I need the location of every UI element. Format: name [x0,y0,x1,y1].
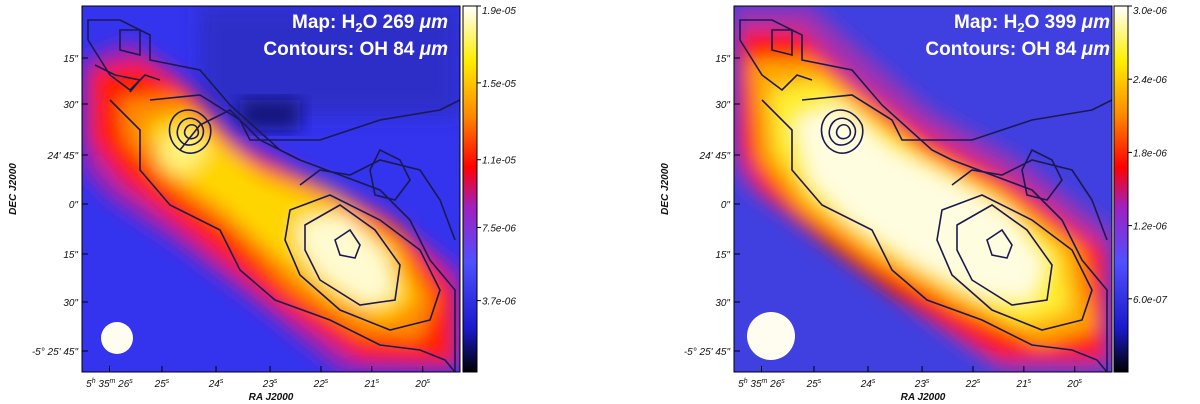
left-panel: Map: H2O 269 μm Contours: OH 84 μm 1.9e-… [8,5,516,403]
ra-tick-label: 5h 35m 26s [738,378,785,390]
colorbar-ticks: 1.9e-05 1.5e-05 1.1e-05 7.5e-06 3.7e-06 [477,5,516,308]
map-label: Map: H2O 269 μm [292,12,448,35]
dec-tick-label: 0" [721,200,731,211]
contours-label: Contours: OH 84 μm [263,39,448,60]
map-frame [733,5,1113,373]
x-axis-title: RA J2000 [901,392,946,403]
dec-tick-labels: 15" 30" 24' 45" 0" 15" 30" -5° 25' 45" [32,54,88,358]
dec-tick-label: 15" [715,54,730,65]
dec-tick-labels: 15" 30" 24' 45" 0" 15" 30" -5° 25' 45" [684,54,740,358]
left-figure: Map: H2O 269 μm Contours: OH 84 μm 1.9e-… [8,5,516,403]
dec-tick-label: -5° 25' 45" [684,347,731,358]
ra-tick-labels: 5h 35m 26s 25s 24s 23s 22s 21s 20s [738,366,1083,390]
contour-lines [739,19,1112,372]
dec-tick-label: 24' 45" [699,151,731,162]
right-panel: Map: H2O 399 μm Contours: OH 84 μm 3.0e-… [600,0,1200,404]
dec-tick-label: -5° 25' 45" [32,347,79,358]
beam-size-marker [101,322,133,354]
beam-size-marker [747,312,795,360]
ra-tick-label: 24s [860,378,876,390]
colorbar-tick-label: 3.7e-06 [482,297,516,308]
dec-tick-label: 15" [63,54,78,65]
ra-tick-label: 21s [1016,378,1032,390]
colorbar-tick-label: 3.0e-06 [1133,6,1167,17]
dec-tick-label: 24' 45" [47,151,79,162]
colorbar [462,5,478,373]
colorbar-tick-label: 1.1e-05 [482,156,516,167]
intensity-map [82,6,460,372]
ra-tick-label: 20s [414,378,430,390]
dec-tick-label: 30" [63,298,78,309]
ra-tick-label: 25s [154,378,170,390]
ra-tick-labels: 5h 35m 26s 25s 24s 23s 22s 21s 20s [86,366,431,390]
ra-tick-label: 24s [208,378,224,390]
contours-label: Contours: OH 84 μm [925,39,1110,60]
colorbar-tick-label: 6.0e-07 [1133,295,1167,306]
dec-tick-label: 15" [715,250,730,261]
ra-tick-label: 22s [965,378,981,390]
dec-tick-label: 30" [63,100,78,111]
colorbar-tick-label: 2.4e-06 [1132,75,1167,86]
dec-tick-label: 30" [715,100,730,111]
colorbar [1113,5,1129,373]
right-figure: Map: H2O 399 μm Contours: OH 84 μm 3.0e-… [660,5,1167,403]
colorbar-tick-label: 1.8e-06 [1133,148,1167,159]
ra-tick-label: 20s [1066,378,1082,390]
colorbar-tick-label: 7.5e-06 [482,223,516,234]
ra-tick-label: 22s [313,378,329,390]
colorbar-tick-label: 1.9e-05 [482,6,516,17]
x-axis-title: RA J2000 [249,392,294,403]
dec-tick-label: 30" [715,298,730,309]
dec-tick-label: 15" [63,250,78,261]
ra-tick-label: 5h 35m 26s [86,378,133,390]
ra-tick-label: 23s [914,378,930,390]
colorbar-tick-label: 1.2e-06 [1133,222,1167,233]
y-axis-title: DEC J2000 [8,163,19,215]
ra-tick-label: 23s [262,378,278,390]
intensity-map [734,6,1112,372]
dec-tick-label: 0" [69,200,79,211]
colorbar-ticks: 3.0e-06 2.4e-06 1.8e-06 1.2e-06 6.0e-07 [1128,5,1167,306]
y-axis-title: DEC J2000 [660,163,671,215]
contour-lines [87,19,460,372]
colorbar-tick-label: 1.5e-05 [482,79,516,90]
ra-tick-label: 21s [364,378,380,390]
map-label: Map: H2O 399 μm [954,12,1110,35]
map-frame [81,5,461,373]
ra-tick-label: 25s [806,378,822,390]
